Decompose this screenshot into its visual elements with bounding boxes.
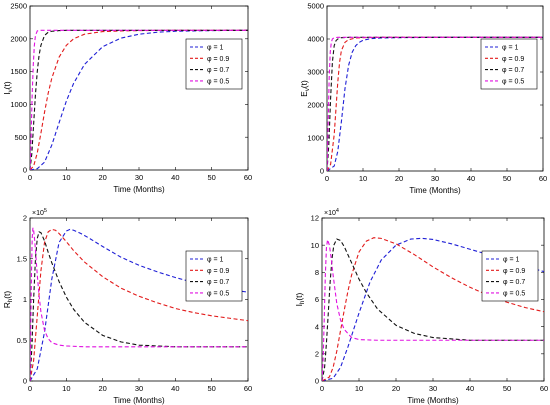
x-tick-label: 50	[503, 384, 511, 393]
y-tick-label: 1000	[307, 134, 324, 143]
x-tick-label: 60	[244, 173, 252, 182]
legend-label-2: φ = 0.9	[503, 268, 525, 275]
x-tick-label: 40	[467, 174, 475, 183]
legend: φ = 1 φ = 0.9 φ = 0.7 φ = 0.5	[481, 250, 539, 302]
legend-label-2: φ = 0.9	[207, 268, 229, 275]
x-tick-label: 60	[540, 384, 548, 393]
x-tick-label: 0	[320, 384, 324, 393]
series-line-3	[30, 29, 248, 170]
y-tick-label: 0.5	[17, 336, 27, 345]
series-line-2	[30, 228, 248, 381]
legend-label-3: φ = 0.7	[207, 279, 229, 286]
series-line-4	[327, 36, 543, 171]
y-tick-label: 4	[315, 322, 319, 331]
x-tick-label: 10	[359, 174, 367, 183]
y-tick-label: 500	[14, 133, 27, 142]
y-axis-label: Rh(t)	[2, 291, 14, 309]
y-tick-label: 10	[311, 241, 319, 250]
chart-panel-2: 0 10 20 30 40 50 60 0 1000 2000 3000 4000 5000 Time (…	[299, 2, 547, 195]
x-tick-label: 40	[466, 384, 474, 393]
y-tick-label: 5000	[307, 2, 324, 11]
x-tick-label: 20	[392, 384, 400, 393]
y-tick-label: 2500	[10, 2, 27, 11]
legend-label-1: φ = 1	[207, 45, 224, 52]
y-exponent-label: ×105	[32, 208, 47, 217]
legend-label-3: φ = 0.7	[502, 67, 524, 74]
x-tick-label: 30	[135, 173, 143, 182]
y-tick-label: 0	[320, 167, 324, 176]
x-tick-label: 20	[98, 384, 106, 393]
y-tick-label: 1.5	[17, 254, 27, 263]
y-axis-label: Ih(t)	[294, 292, 306, 306]
x-tick-label: 0	[325, 174, 329, 183]
x-axis-label: Time (Months)	[407, 396, 459, 405]
y-tick-label: 1000	[10, 100, 27, 109]
chart-panel-3: 0 10 20 30 40 50 60 0 0.5 1 1.5 2 ×105 Time (Months) R…	[2, 208, 252, 405]
y-tick-label: 0	[23, 166, 27, 175]
x-tick-label: 30	[429, 384, 437, 393]
x-tick-label: 20	[98, 173, 106, 182]
x-tick-label: 60	[539, 174, 547, 183]
legend-label-4: φ = 0.5	[502, 78, 524, 85]
x-tick-label: 40	[171, 384, 179, 393]
x-tick-label: 30	[431, 174, 439, 183]
x-tick-label: 30	[135, 384, 143, 393]
x-tick-label: 50	[207, 384, 215, 393]
y-tick-label: 6	[315, 295, 319, 304]
legend-label-4: φ = 0.5	[503, 290, 525, 297]
chart-panel-1: 0 10 20 30 40 50 60 0 500 1000 1500 2000 2500 Time (M…	[2, 2, 252, 194]
y-tick-label: 4000	[307, 35, 324, 44]
x-tick-label: 50	[503, 174, 511, 183]
x-tick-label: 40	[171, 173, 179, 182]
y-tick-label: 2	[315, 349, 319, 358]
x-tick-label: 10	[355, 384, 363, 393]
y-tick-label: 1500	[10, 67, 27, 76]
legend-label-1: φ = 1	[207, 257, 224, 264]
y-tick-label: 2000	[10, 34, 27, 43]
y-tick-label: 12	[311, 214, 319, 223]
y-tick-label: 0	[23, 377, 27, 386]
y-axis-label: Ev(t)	[299, 80, 311, 97]
legend: φ = 1 φ = 0.9 φ = 0.7 φ = 0.5	[185, 250, 243, 302]
x-tick-label: 0	[28, 173, 32, 182]
x-tick-label: 20	[395, 174, 403, 183]
legend: φ = 1 φ = 0.9 φ = 0.7 φ = 0.5	[480, 38, 538, 90]
legend-label-4: φ = 0.5	[207, 78, 229, 85]
y-tick-label: 0	[315, 377, 319, 386]
series-line-1	[30, 29, 248, 170]
chart-panel-4: 0 10 20 30 40 50 60 0 2 4 6 8 10 12 ×104 Time (Months) I…	[294, 208, 548, 405]
x-axis-label: Time (Months)	[409, 186, 461, 195]
y-tick-label: 1	[23, 295, 27, 304]
series-line-4	[322, 239, 544, 381]
y-tick-label: 2	[23, 214, 27, 223]
series-line-4	[30, 227, 248, 381]
legend-label-3: φ = 0.7	[503, 279, 525, 286]
legend: φ = 1 φ = 0.9 φ = 0.7 φ = 0.5	[185, 38, 243, 90]
legend-label-1: φ = 1	[503, 257, 520, 264]
legend-label-3: φ = 0.7	[207, 67, 229, 74]
series-line-4	[30, 29, 248, 170]
x-tick-label: 60	[244, 384, 252, 393]
y-tick-label: 8	[315, 268, 319, 277]
x-axis-label: Time (Months)	[113, 185, 165, 194]
x-tick-label: 10	[62, 173, 70, 182]
legend-label-1: φ = 1	[502, 45, 519, 52]
legend-label-4: φ = 0.5	[207, 290, 229, 297]
y-tick-label: 2000	[307, 101, 324, 110]
x-axis-label: Time (Months)	[113, 396, 165, 405]
x-tick-label: 0	[28, 384, 32, 393]
x-tick-label: 50	[207, 173, 215, 182]
y-exponent-label: ×104	[324, 208, 339, 217]
series-line-3	[30, 231, 248, 381]
x-tick-label: 10	[62, 384, 70, 393]
y-tick-label: 3000	[307, 68, 324, 77]
legend-label-2: φ = 0.9	[207, 56, 229, 63]
series-line-3	[322, 238, 544, 381]
y-axis-label: Iv(t)	[2, 81, 14, 95]
legend-label-2: φ = 0.9	[502, 56, 524, 63]
